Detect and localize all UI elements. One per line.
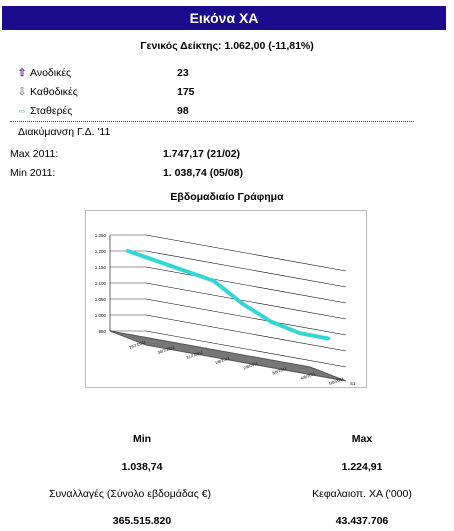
gridline	[145, 314, 347, 352]
general-index-line: Γενικός Δείκτης: 1.062,00 (-11,81%)	[140, 40, 314, 52]
max-2011-label: Max 2011:	[10, 148, 59, 160]
range-title: Διακύμανση Γ.Δ. '11	[18, 126, 111, 138]
stat-value: 98	[177, 105, 189, 117]
chart-title: Εβδομαδιαίο Γράφημα	[170, 191, 284, 203]
weekly-chart-svg: 950 1.000 1.050 1.100 1.150 1.200 1.250 29/7/20…	[95, 233, 356, 386]
y-tick-label: 1.100	[95, 281, 107, 286]
summary-min-value: 1.038,74	[121, 461, 163, 473]
stat-label: Ανοδικές	[30, 67, 72, 79]
min-2011-label: Min 2011:	[10, 167, 56, 179]
page-title: Εικόνα ΧΑ	[2, 6, 446, 30]
summary-cap-label: Κεφαλαιοπ. ΧΑ ('000)	[312, 488, 412, 500]
x-tick-label: 3/8/2011	[271, 365, 288, 375]
y-tick-label: 1.050	[95, 297, 107, 302]
stat-row-falling: ⇩ Καθοδικές 175	[16, 86, 195, 102]
x-tick-label: 1/8/2011	[214, 355, 231, 365]
stat-row-unchanged: ⇔ Σταθερές 98	[16, 105, 189, 121]
summary-cap-value: 43.437.706	[335, 515, 389, 527]
summary-max-value: 1.224,91	[341, 461, 383, 473]
summary-trades-label: Συναλλαγές (Σύνολο εβδομάδας €)	[48, 488, 212, 500]
chart-floor	[109, 330, 347, 382]
stat-row-rising: ⇧ Ανοδικές 23	[16, 67, 189, 83]
left-right-arrow-icon: ⇔	[16, 105, 28, 117]
y-tick-label: 1.250	[95, 233, 107, 238]
x-tick-label: 2/8/2011	[243, 360, 260, 370]
y-tick-label: 950	[98, 329, 106, 334]
up-arrow-icon: ⇧	[17, 67, 27, 79]
gridline	[145, 330, 347, 368]
gridline	[145, 234, 347, 272]
series-line	[126, 249, 330, 341]
x-tick-label: 4/8/2011	[300, 371, 317, 381]
y-tick-label: 1.000	[95, 313, 107, 318]
y-tick-label: 1.150	[95, 265, 107, 270]
stat-value: 23	[177, 67, 189, 79]
stat-label: Σταθερές	[30, 105, 73, 117]
min-2011-value: 1. 038,74 (05/08)	[163, 167, 243, 179]
x-tick-label: 5/8/2011	[328, 376, 345, 386]
x-tick-label: 31/7/2011	[186, 349, 205, 360]
y-tick-label: 1.200	[95, 249, 107, 254]
x-tick-label: 29/7/2011	[128, 339, 147, 350]
summary-trades-value: 365.515.820	[112, 515, 172, 527]
gridline	[145, 250, 347, 288]
stat-value: 175	[177, 86, 195, 98]
summary-min-label: Min	[132, 433, 152, 445]
gridline	[145, 266, 347, 304]
weekly-chart: 950 1.000 1.050 1.100 1.150 1.200 1.250 29/7/20…	[85, 210, 367, 388]
max-2011-value: 1.747,17 (21/02)	[163, 148, 241, 160]
down-arrow-icon: ⇩	[17, 86, 27, 98]
series-axis-label: S1	[350, 381, 356, 386]
x-tick-label: 30/7/2011	[157, 344, 176, 355]
gridline	[145, 282, 347, 320]
section-divider	[10, 121, 414, 122]
gridline	[145, 298, 347, 336]
stat-label: Καθοδικές	[30, 86, 78, 98]
summary-max-label: Max	[351, 433, 373, 445]
